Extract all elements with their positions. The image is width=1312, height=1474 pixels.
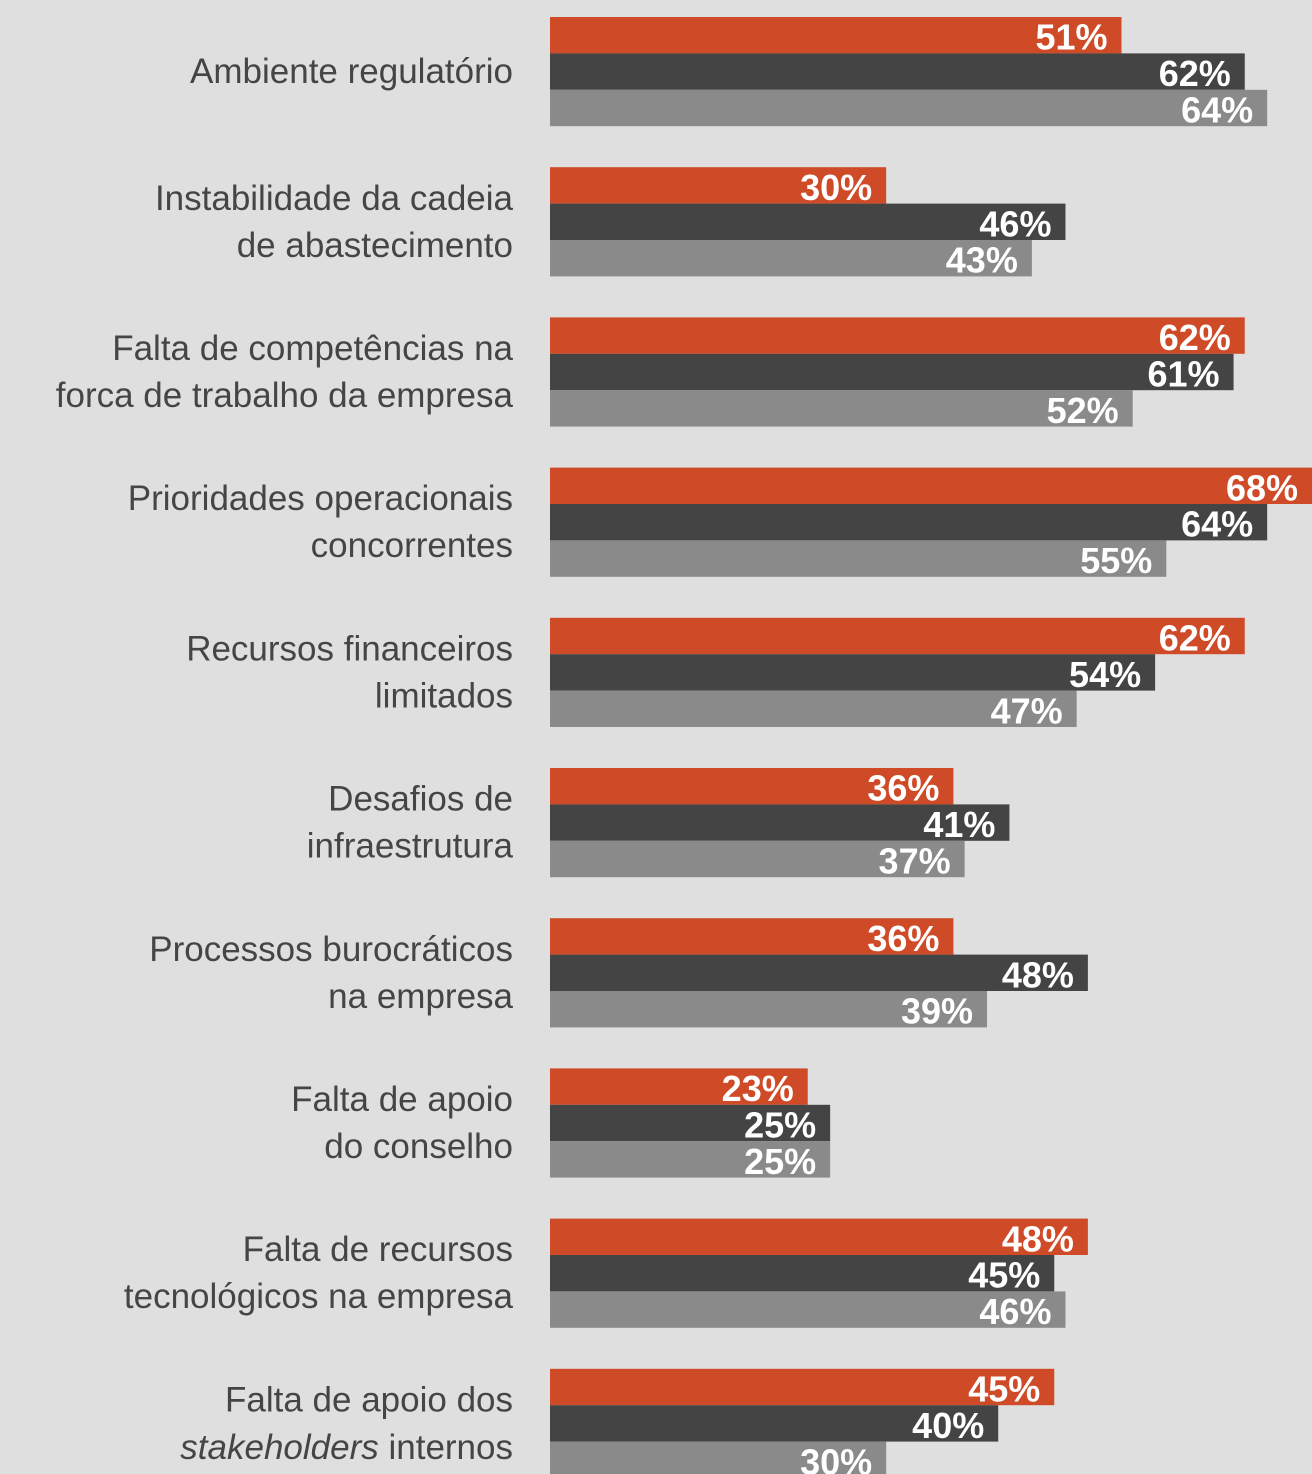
category-label: Recursos financeiros	[186, 629, 513, 668]
bar	[550, 840, 965, 878]
category-label: Processos burocráticos	[149, 930, 513, 969]
value-label: 47%	[991, 690, 1063, 731]
category-label: Instabilidade da cadeia	[155, 179, 514, 218]
bar	[550, 390, 1133, 427]
value-label: 41%	[923, 804, 995, 845]
bar	[550, 467, 1312, 504]
value-label: 62%	[1159, 317, 1231, 358]
category-label: concorrentes	[311, 526, 513, 565]
value-label: 55%	[1080, 540, 1152, 581]
category-label: Desafios de	[328, 780, 513, 819]
value-label: 48%	[1002, 1218, 1074, 1259]
bar	[550, 1141, 831, 1178]
value-label: 40%	[912, 1405, 984, 1446]
value-label: 64%	[1181, 90, 1253, 131]
bar	[550, 167, 887, 204]
category-label: tecnológicos na empresa	[124, 1277, 514, 1316]
value-label: 62%	[1159, 618, 1231, 659]
category-label: limitados	[375, 676, 513, 715]
category-label-part: internos	[379, 1427, 513, 1466]
bar	[550, 53, 1245, 90]
bar	[550, 240, 1032, 277]
category-label: Prioridades operacionais	[128, 479, 513, 518]
value-label: 68%	[1226, 467, 1298, 508]
value-label: 45%	[968, 1369, 1040, 1410]
value-label: 64%	[1181, 504, 1253, 545]
bar	[550, 1104, 831, 1142]
bar	[550, 317, 1245, 354]
category-label: Ambiente regulatório	[190, 52, 513, 91]
value-label: 62%	[1159, 53, 1231, 94]
bar	[550, 203, 1066, 240]
category-label: Falta de recursos	[243, 1230, 513, 1269]
category-label: Falta de competências na	[112, 329, 513, 368]
value-label: 25%	[744, 1141, 816, 1182]
category-label: na empresa	[328, 977, 513, 1016]
bar	[550, 617, 1245, 655]
bar	[550, 1368, 1055, 1406]
value-label: 25%	[744, 1105, 816, 1146]
value-label: 48%	[1002, 954, 1074, 995]
bar	[550, 1255, 1055, 1292]
bar	[550, 1441, 887, 1474]
value-label: 36%	[867, 918, 939, 959]
value-label: 23%	[722, 1068, 794, 1109]
value-label: 61%	[1147, 354, 1219, 395]
bar	[550, 1291, 1066, 1328]
category-label: Falta de apoio dos	[225, 1380, 513, 1419]
bar	[550, 654, 1156, 691]
value-label: 51%	[1035, 17, 1107, 58]
value-label: 46%	[979, 1291, 1051, 1332]
bar	[550, 89, 1268, 127]
value-label: 37%	[879, 841, 951, 882]
bar	[550, 1218, 1088, 1255]
category-label: de abastecimento	[237, 226, 513, 265]
value-label: 45%	[968, 1255, 1040, 1296]
bar	[550, 540, 1167, 577]
bar	[550, 504, 1268, 541]
bar	[550, 353, 1234, 391]
value-label: 30%	[800, 1441, 872, 1474]
bar	[550, 17, 1122, 54]
category-label: do conselho	[324, 1127, 513, 1166]
value-label: 54%	[1069, 654, 1141, 695]
bar	[550, 1405, 999, 1442]
value-label: 39%	[901, 991, 973, 1032]
value-label: 43%	[946, 240, 1018, 281]
value-label: 30%	[800, 167, 872, 208]
category-label: infraestrutura	[307, 827, 514, 866]
bar	[550, 804, 1010, 841]
bar	[550, 768, 954, 805]
bar	[550, 954, 1088, 991]
bar	[550, 991, 988, 1028]
category-label: Falta de apoio	[291, 1080, 513, 1119]
value-label: 52%	[1047, 390, 1119, 431]
category-label: forca de trabalho da empresa	[56, 376, 514, 415]
value-label: 46%	[979, 203, 1051, 244]
value-label: 36%	[867, 768, 939, 809]
category-label-part: stakeholders	[180, 1427, 378, 1466]
category-label: stakeholders internos	[180, 1427, 513, 1466]
bar	[550, 1068, 808, 1105]
bar	[550, 690, 1077, 727]
bar	[550, 918, 954, 955]
